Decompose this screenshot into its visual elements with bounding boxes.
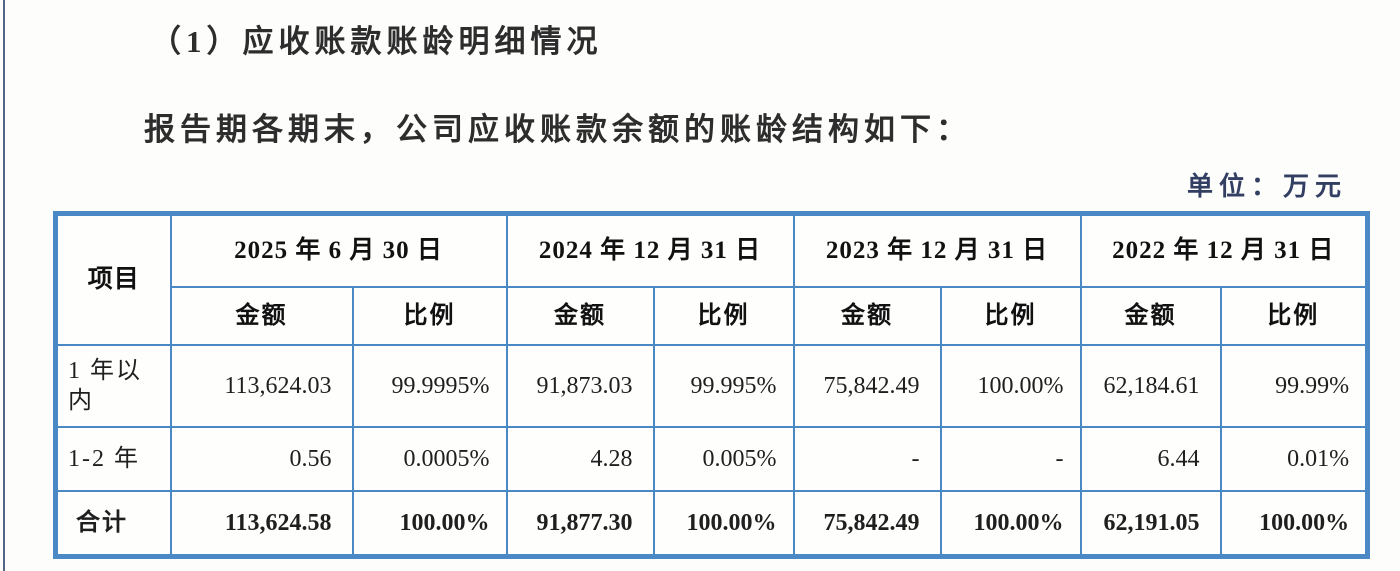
row-label: 合计 xyxy=(54,490,172,558)
ratio-cell: 99.99% xyxy=(1219,344,1369,428)
amount-cell: 113,624.03 xyxy=(169,344,354,428)
unit-label: 单位：万元 xyxy=(1186,172,1347,201)
amount-cell: 6.44 xyxy=(1079,426,1222,492)
header-row-periods: 项目 2025 年 6 月 30 日 2024 年 12 月 31 日 2023… xyxy=(54,212,1369,346)
amount-cell: 113,624.58 xyxy=(169,490,354,558)
receivables-aging-table: 项目 2025 年 6 月 30 日 2024 年 12 月 31 日 2023… xyxy=(53,211,1371,559)
section-heading: （1）应收账款账龄明细情况 xyxy=(150,24,603,59)
ratio-cell: 99.9995% xyxy=(351,344,508,428)
row-label: 1-2 年 xyxy=(54,426,172,492)
col-header-amount-2024: 金额 xyxy=(505,286,655,346)
col-header-period-2022: 2022 年 12 月 31 日 xyxy=(1079,212,1369,288)
ratio-cell: 100.00% xyxy=(652,490,795,558)
ratio-cell: - xyxy=(939,426,1082,492)
amount-cell: 75,842.49 xyxy=(792,490,942,558)
col-header-ratio-2022: 比例 xyxy=(1219,286,1369,346)
table-row-1-2-years: 1-2 年 0.56 0.0005% 4.28 0.005% - - 6.44 … xyxy=(54,426,1369,492)
amount-cell: 62,184.61 xyxy=(1079,344,1222,428)
amount-cell: 91,877.30 xyxy=(505,490,655,558)
amount-cell: 62,191.05 xyxy=(1079,490,1222,558)
col-header-item: 项目 xyxy=(54,212,172,346)
amount-cell: - xyxy=(792,426,942,492)
table-row-total: 合计 113,624.58 100.00% 91,877.30 100.00% … xyxy=(54,490,1369,558)
col-header-period-2023: 2023 年 12 月 31 日 xyxy=(792,212,1082,288)
ratio-cell: 100.00% xyxy=(1219,490,1369,558)
header-row-subcolumns: 金额 比例 金额 比例 金额 比例 金额 比例 xyxy=(56,286,1369,346)
col-header-ratio-2025: 比例 xyxy=(351,286,508,346)
table-row-within-1-year: 1 年以 内 113,624.03 99.9995% 91,873.03 99.… xyxy=(54,344,1369,428)
amount-cell: 75,842.49 xyxy=(792,344,942,428)
ratio-cell: 99.995% xyxy=(652,344,795,428)
col-header-amount-2025: 金额 xyxy=(169,286,354,346)
col-header-amount-2022: 金额 xyxy=(1079,286,1222,346)
col-header-ratio-2023: 比例 xyxy=(939,286,1082,346)
amount-cell: 4.28 xyxy=(505,426,655,492)
col-header-period-2025: 2025 年 6 月 30 日 xyxy=(169,212,508,288)
ratio-cell: 100.00% xyxy=(939,344,1082,428)
col-header-period-2024: 2024 年 12 月 31 日 xyxy=(505,212,795,288)
ratio-cell: 100.00% xyxy=(939,490,1082,558)
ratio-cell: 0.01% xyxy=(1219,426,1369,492)
ratio-cell: 0.005% xyxy=(652,426,795,492)
ratio-cell: 0.0005% xyxy=(351,426,508,492)
col-header-ratio-2024: 比例 xyxy=(652,286,795,346)
row-label: 1 年以 内 xyxy=(54,344,172,428)
page-left-border xyxy=(3,0,5,571)
ratio-cell: 100.00% xyxy=(351,490,508,558)
amount-cell: 0.56 xyxy=(169,426,354,492)
intro-paragraph: 报告期各期末，公司应收账款余额的账龄结构如下： xyxy=(144,112,972,147)
col-header-amount-2023: 金额 xyxy=(792,286,942,346)
amount-cell: 91,873.03 xyxy=(505,344,655,428)
